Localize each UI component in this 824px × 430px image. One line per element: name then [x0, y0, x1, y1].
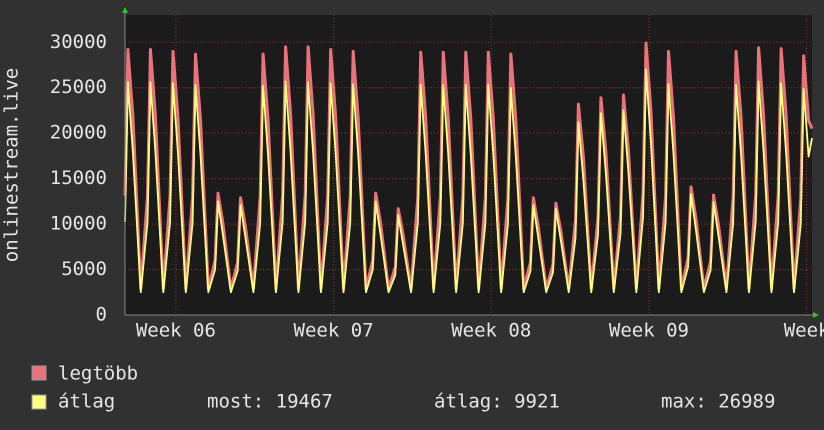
legend-swatch: [31, 394, 47, 410]
y-tick-label: 25000: [50, 76, 107, 98]
y-tick-label: 10000: [50, 213, 107, 235]
legend-label: átlag: [58, 391, 115, 413]
x-tick-label: Week 09: [609, 320, 689, 342]
y-axis-label: onlinestream.live: [1, 68, 23, 262]
plot-area: [125, 15, 812, 315]
stat: átlag: 9921: [434, 391, 560, 413]
y-tick-label: 20000: [50, 122, 107, 144]
legend-label: legtöbb: [58, 363, 138, 385]
arrow: [122, 7, 128, 13]
x-tick-label: Week: [784, 320, 824, 342]
y-tick-label: 30000: [50, 31, 107, 53]
stat: max: 26989: [661, 391, 775, 413]
marks: [123, 41, 814, 294]
series-line: [124, 68, 813, 294]
stat: most: 19467: [207, 391, 333, 413]
y-tick-label: 5000: [61, 258, 107, 280]
x-tick-label: Week 07: [294, 320, 374, 342]
y-tick-label: 0: [96, 304, 107, 326]
arrow: [813, 312, 819, 318]
y-tick-label: 15000: [50, 167, 107, 189]
legend-swatch: [31, 365, 47, 381]
x-tick-label: Week 08: [451, 320, 531, 342]
x-tick-label: Week 06: [136, 320, 216, 342]
